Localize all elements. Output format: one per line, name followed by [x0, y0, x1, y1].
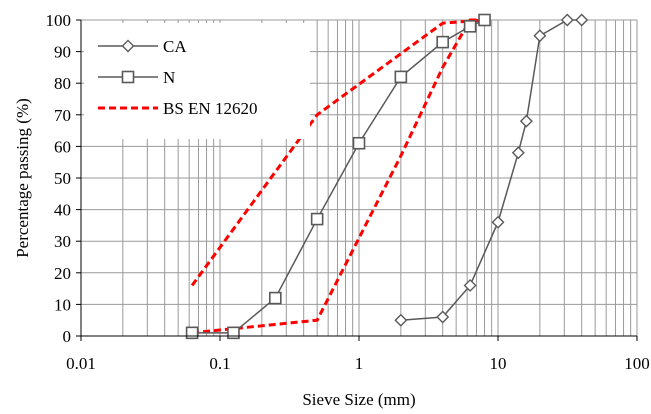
- data-point-n: [394, 70, 408, 84]
- y-tick-label: 20: [54, 264, 71, 283]
- data-point-ca: [394, 313, 408, 327]
- y-tick-label: 0: [63, 327, 72, 346]
- y-tick-label: 40: [54, 201, 71, 220]
- y-tick-label: 60: [54, 137, 71, 156]
- x-tick-label: 1: [355, 354, 364, 373]
- y-tick-label: 50: [54, 169, 71, 188]
- y-tick-label: 80: [54, 74, 71, 93]
- y-tick-label: 30: [54, 232, 71, 251]
- data-point-n: [269, 291, 282, 305]
- x-tick-label: 0.1: [209, 354, 230, 373]
- legend-label-ca: CA: [163, 37, 187, 56]
- data-point-ca: [533, 29, 547, 43]
- tick-labels: 0 10 20 30 40 50 60 70 80 90 100 0.01 0.1 1 10 100: [46, 11, 650, 373]
- data-point-ca: [575, 13, 589, 27]
- y-tick-label: 70: [54, 106, 71, 125]
- y-tick-label: 90: [54, 43, 71, 62]
- legend-marker-n: [121, 70, 135, 84]
- bs-en-12620-limit-line: [191, 18, 485, 335]
- data-point-ca: [436, 310, 450, 324]
- y-axis-title: Percentage passing (%): [13, 98, 32, 258]
- y-tick-label: 10: [54, 295, 71, 314]
- legend-background: [84, 23, 310, 139]
- legend: CA N BS EN 12620: [98, 37, 257, 118]
- x-axis-title: Sieve Size (mm): [302, 390, 415, 409]
- data-point-n: [352, 136, 366, 150]
- data-point-ca: [463, 278, 477, 292]
- data-point-ca: [511, 146, 525, 160]
- legend-label-bs-en-12620: BS EN 12620: [163, 99, 257, 118]
- data-point-n: [463, 20, 477, 33]
- data-point-n: [436, 35, 449, 49]
- data-point-n: [310, 212, 324, 226]
- x-tick-label: 10: [490, 354, 507, 373]
- axes: [76, 19, 638, 341]
- data-point-n: [478, 13, 491, 27]
- series-layer: [185, 13, 589, 340]
- x-tick-label: 100: [624, 354, 650, 373]
- y-tick-label: 100: [46, 11, 72, 30]
- legend-label-n: N: [163, 68, 175, 87]
- legend-marker-ca: [121, 39, 135, 53]
- data-point-ca: [519, 114, 533, 128]
- data-point-ca: [491, 215, 505, 229]
- data-point-n: [185, 326, 199, 340]
- data-point-n: [227, 326, 240, 340]
- x-tick-label: 0.01: [66, 354, 96, 373]
- data-point-ca: [560, 13, 574, 27]
- bs-en-12620-limit-line: [190, 18, 485, 287]
